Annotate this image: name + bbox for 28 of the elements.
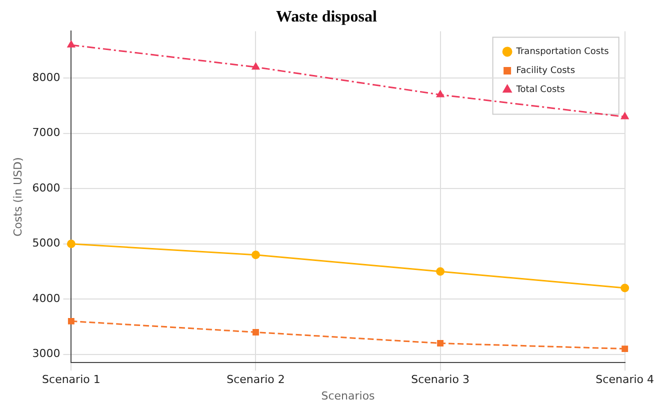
point	[251, 250, 260, 260]
point	[620, 284, 630, 292]
y-tick-label: 8000	[32, 71, 60, 84]
point	[436, 267, 445, 276]
point	[437, 340, 444, 346]
x-axis-title: Scenarios	[321, 389, 376, 402]
y-tick-label: 3000	[32, 347, 60, 360]
legend-label: Facility Costs	[516, 66, 576, 76]
point	[621, 112, 629, 120]
y-axis-title: Costs (in USD)	[11, 157, 24, 237]
x-tick-label: Scenario 2	[226, 373, 285, 386]
y-tick-label: 4000	[32, 292, 60, 305]
point	[67, 40, 75, 48]
x-tick-label: Scenario 4	[596, 373, 654, 386]
x-tick-label: Scenario 3	[411, 373, 470, 386]
x-tick-label: Scenario 1	[42, 373, 100, 386]
point	[252, 328, 259, 336]
y-tick-label: 6000	[32, 181, 60, 194]
point	[436, 90, 444, 98]
y-tick-label: 5000	[32, 236, 60, 250]
legend-label: Transportation Costs	[515, 47, 610, 58]
point	[66, 240, 76, 248]
chart-title: Waste disposal	[276, 8, 378, 26]
legend-label: Total Costs	[515, 85, 566, 96]
point	[622, 346, 628, 352]
point	[68, 318, 74, 324]
point	[252, 62, 260, 70]
y-tick-label: 7000	[32, 126, 60, 140]
